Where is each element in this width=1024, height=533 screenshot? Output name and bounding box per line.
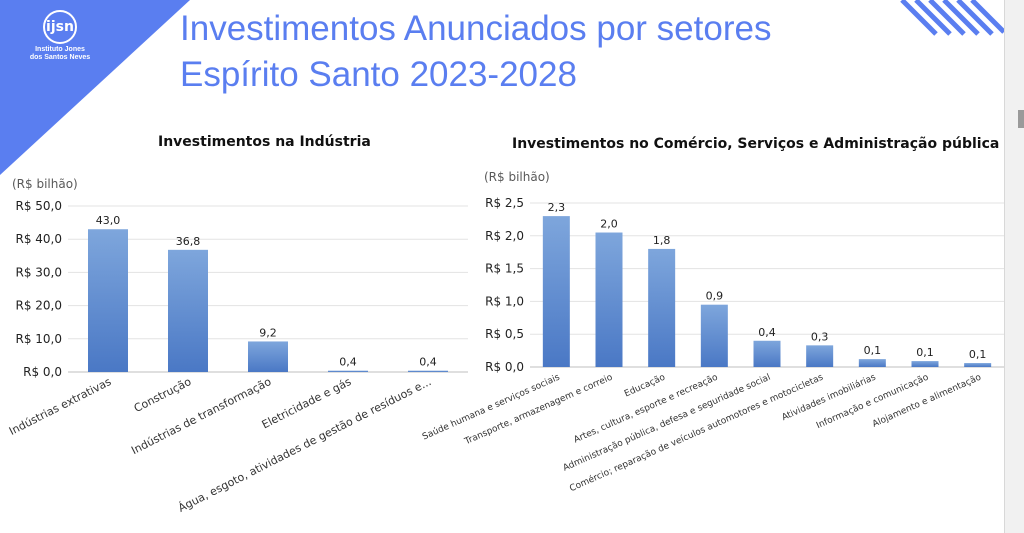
- chart2-value-label: 2,0: [600, 218, 618, 231]
- chart2-bar: [542, 216, 570, 367]
- chart2-title: Investimentos no Comércio, Serviços e Ad…: [512, 136, 1000, 152]
- chart1-ytick-label: R$ 20,0: [15, 299, 62, 313]
- chart2-bar: [964, 363, 992, 367]
- chart2-bar: [753, 340, 781, 367]
- chart2-ytick-label: R$ 2,5: [485, 196, 524, 210]
- chart1-bar: [248, 341, 288, 372]
- chart1-bar: [408, 370, 448, 372]
- logo: ijsn Instituto Jones dos Santos Neves: [20, 10, 100, 62]
- chart2-bar: [858, 359, 886, 367]
- page-title-line1: Investimentos Anunciados por setores: [180, 9, 772, 48]
- chart2-bar: [911, 361, 939, 367]
- chart2-ytick-label: R$ 1,5: [485, 262, 524, 276]
- stripes-decoration: [900, 0, 1004, 36]
- chart1-value-label: 9,2: [259, 326, 277, 339]
- chart1-value-label: 0,4: [339, 356, 357, 369]
- chart2-value-label: 0,1: [864, 344, 882, 357]
- chart1-value-label: 36,8: [176, 235, 201, 248]
- logo-name: Instituto Jones dos Santos Neves: [20, 46, 100, 62]
- chart2-ytick-label: R$ 1,0: [485, 294, 524, 308]
- chart2-value-label: 0,9: [706, 290, 724, 303]
- logo-name-line1: Instituto Jones: [35, 46, 85, 53]
- chart1-ytick-label: R$ 40,0: [15, 232, 62, 246]
- chart2-bar: [595, 232, 623, 367]
- page-title: Investimentos Anunciados por setores Esp…: [180, 6, 771, 98]
- scrollbar[interactable]: [1004, 0, 1024, 533]
- chart1-value-label: 0,4: [419, 356, 437, 369]
- chart2-value-label: 1,8: [653, 234, 671, 247]
- chart2-value-label: 0,4: [758, 326, 776, 339]
- chart2-value-label: 0,1: [969, 348, 987, 361]
- chart1-unit: (R$ bilhão): [12, 177, 78, 191]
- chart2-ytick-label: R$ 2,0: [485, 229, 524, 243]
- chart1-title: Investimentos na Indústria: [158, 134, 371, 150]
- chart1-bar: [88, 229, 128, 372]
- chart2-unit: (R$ bilhão): [484, 170, 550, 184]
- chart1-value-label: 43,0: [96, 214, 121, 227]
- chart1-ytick-label: R$ 30,0: [15, 265, 62, 279]
- logo-name-line2: dos Santos Neves: [29, 54, 91, 61]
- chart2-bar: [648, 248, 676, 367]
- chart2-value-label: 2,3: [548, 201, 566, 214]
- chart2-ytick-label: R$ 0,5: [485, 327, 524, 341]
- chart2-bar: [700, 304, 728, 367]
- chart1-ytick-label: R$ 50,0: [15, 199, 62, 213]
- chart2-bar: [806, 345, 834, 367]
- page-title-line2: Espírito Santo 2023-2028: [180, 55, 577, 94]
- logo-mark: ijsn: [43, 10, 77, 44]
- chart1-plot: R$ 0,0 R$ 10,0 R$ 20,0 R$ 30,0 R$ 40,0 R$ 50,…: [7, 199, 468, 515]
- chart1-ytick-label: R$ 0,0: [23, 365, 62, 379]
- corner-decoration: [0, 0, 190, 175]
- chart2-category-label: Educação: [623, 372, 667, 399]
- chart2-value-label: 0,3: [811, 330, 829, 343]
- chart1-ytick-label: R$ 10,0: [15, 332, 62, 346]
- chart1-bar: [328, 370, 368, 372]
- chart2-ytick-label: R$ 0,0: [485, 360, 524, 374]
- chart2-value-label: 0,1: [916, 346, 934, 359]
- chart1-bar: [168, 249, 208, 372]
- scrollbar-thumb[interactable]: [1018, 110, 1024, 128]
